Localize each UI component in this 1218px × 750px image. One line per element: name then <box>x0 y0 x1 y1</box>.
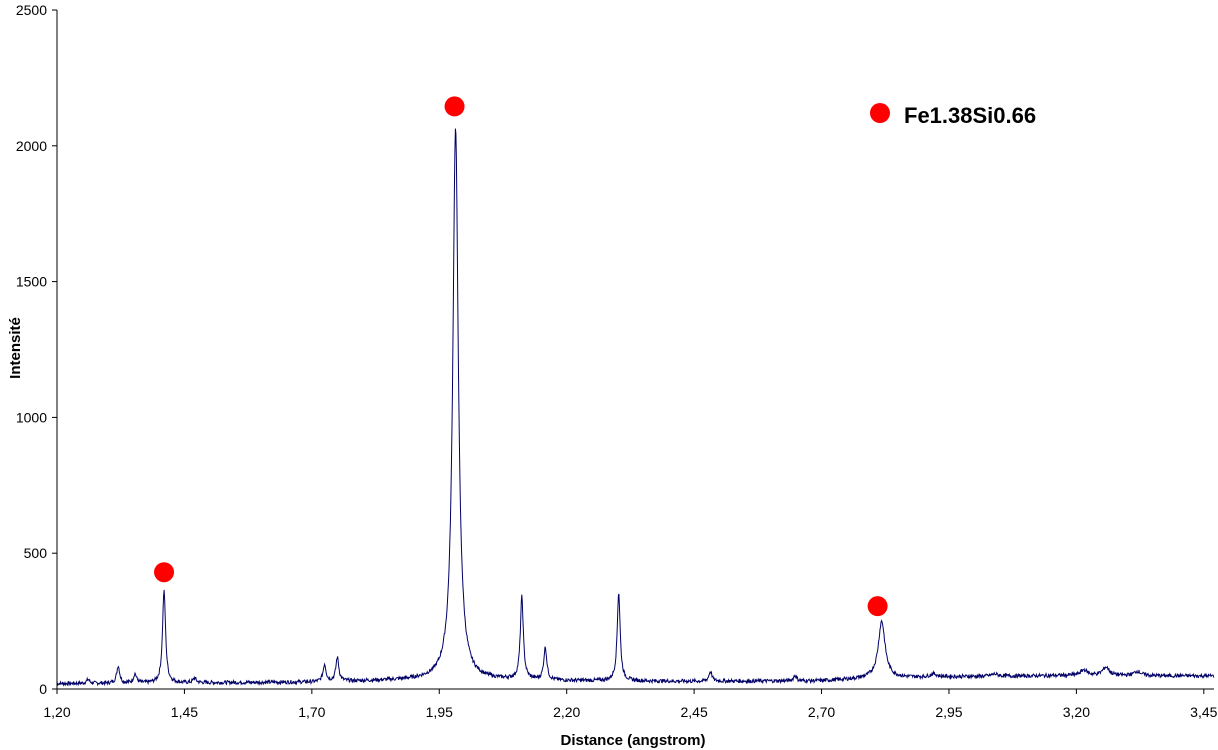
peak-marker <box>154 562 175 583</box>
peak-marker <box>444 96 465 117</box>
legend: Fe1.38Si0.66 <box>870 103 1036 128</box>
x-tick-label: 3,45 <box>1190 704 1217 720</box>
y-tick-label: 500 <box>24 545 48 561</box>
x-tick-label: 2,20 <box>553 704 580 720</box>
y-tick-label: 2000 <box>16 138 47 154</box>
x-tick-label: 1,45 <box>171 704 198 720</box>
x-tick-label: 1,20 <box>43 704 70 720</box>
series-line <box>56 128 1215 687</box>
x-tick-label: 1,95 <box>426 704 453 720</box>
x-axis: 1,20 1,45 1,70 1,95 2,20 2,45 2,70 2,95 3,20 3,45 <box>43 689 1218 720</box>
y-axis: 0 500 1000 1500 2000 2500 <box>16 2 57 697</box>
x-axis-title: Distance (angstrom) <box>560 732 705 749</box>
legend-marker-icon <box>870 103 890 123</box>
x-tick-label: 2,95 <box>935 704 962 720</box>
x-tick-label: 3,20 <box>1063 704 1090 720</box>
y-tick-label: 1000 <box>16 409 47 425</box>
x-tick-label: 2,70 <box>808 704 835 720</box>
legend-label: Fe1.38Si0.66 <box>904 103 1036 128</box>
plot-area <box>56 10 1214 690</box>
series-group <box>56 128 1215 687</box>
y-axis-title: Intensité <box>7 317 24 379</box>
y-tick-label: 1500 <box>16 274 47 290</box>
y-tick-label: 2500 <box>16 2 47 18</box>
y-tick-label: 0 <box>39 681 47 697</box>
peak-marker <box>867 596 888 617</box>
x-tick-label: 2,45 <box>680 704 707 720</box>
x-tick-label: 1,70 <box>298 704 325 720</box>
peak-markers <box>154 96 888 617</box>
